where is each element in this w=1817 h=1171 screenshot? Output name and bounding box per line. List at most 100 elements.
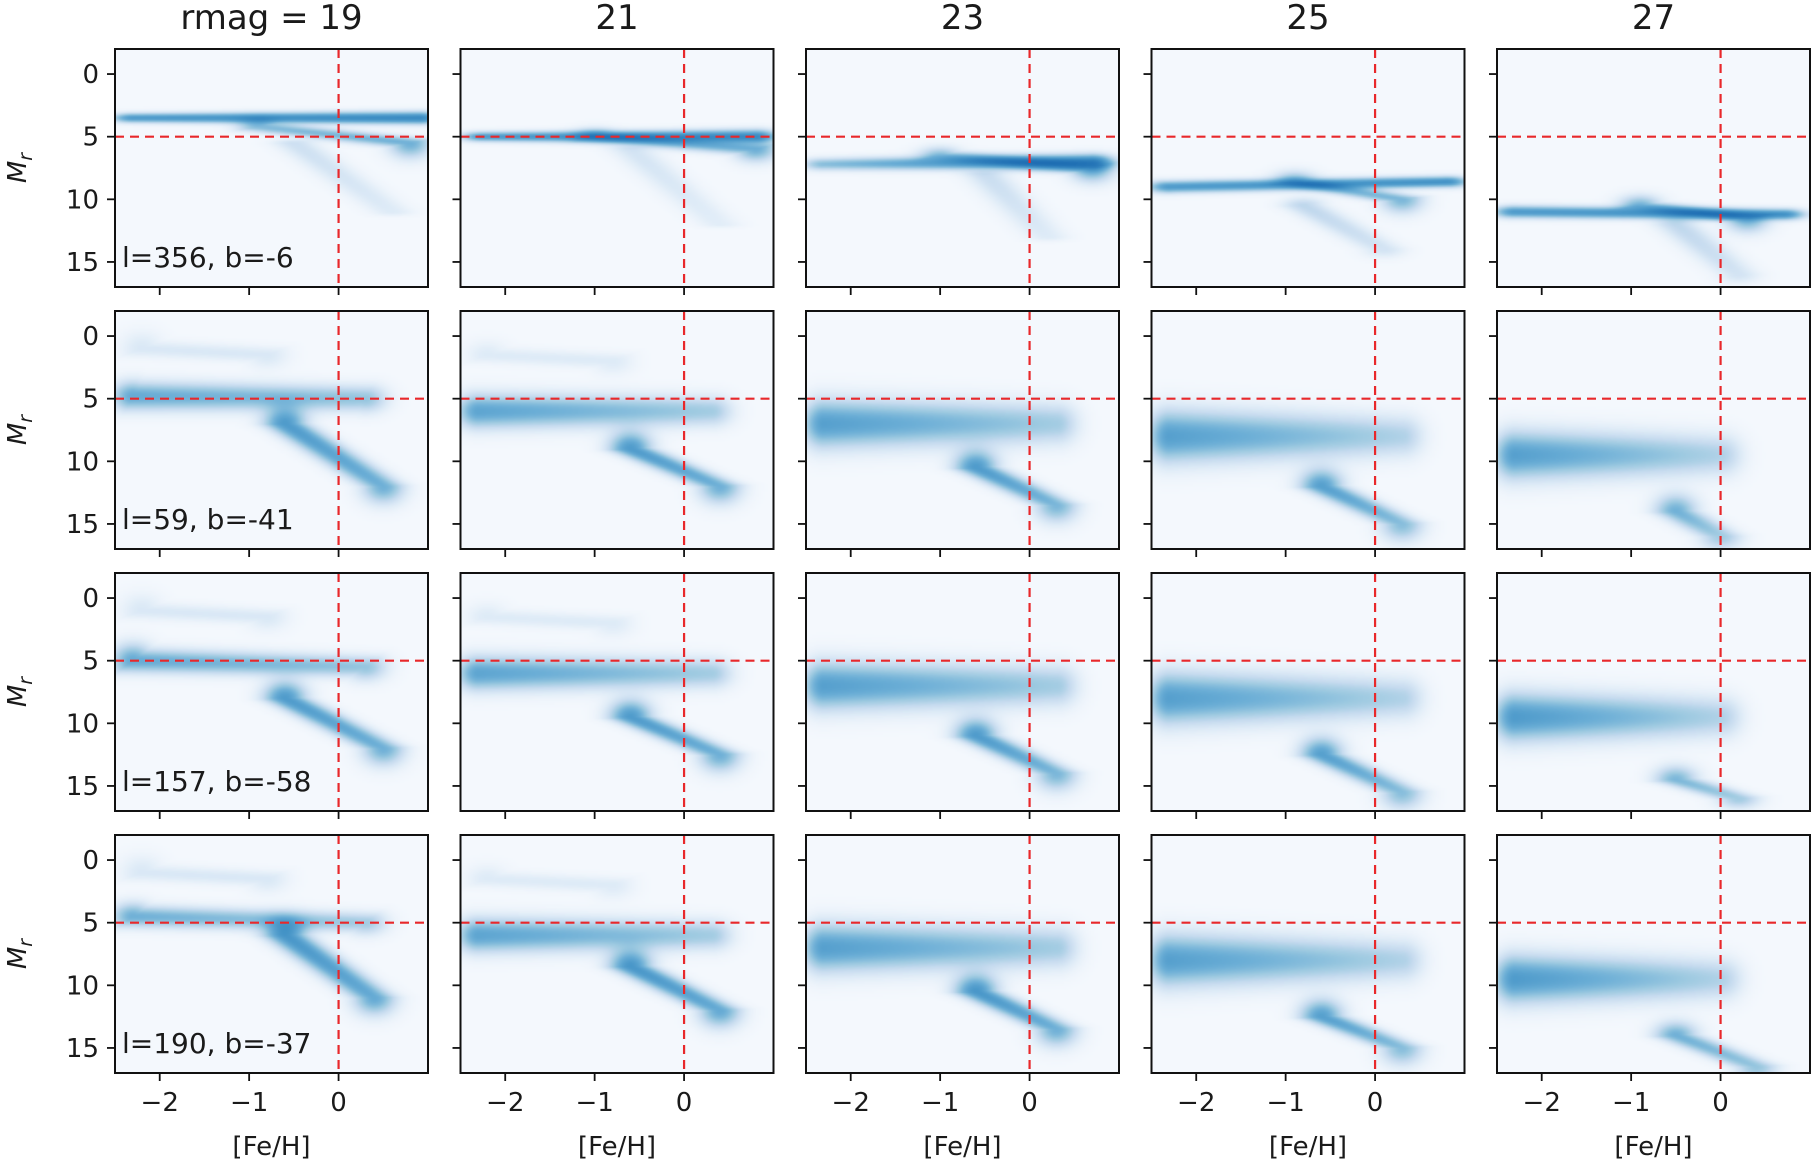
panel-frame <box>1496 310 1811 550</box>
y-tick-label: 5 <box>82 385 99 415</box>
panel-frame <box>114 834 429 1074</box>
panel-frame <box>1496 48 1811 288</box>
x-tick-label: −2 <box>141 1088 179 1118</box>
panel-r3-c0: 0 5 10 15 −2 −1 0 [Fe/H] l=190, b=-37 Mr <box>3 834 429 1162</box>
panel-frame <box>114 572 429 812</box>
panel-r2-c4 <box>1489 572 1811 819</box>
density-heatmap <box>806 573 1119 811</box>
panel-r1-c1 <box>452 310 775 557</box>
panel-r1-c4 <box>1489 310 1811 557</box>
panel-r0-c4: 27 <box>1489 0 1811 295</box>
panel-r0-c0: 0 5 10 15 rmag = 19 l=356, b=-6 Mr <box>3 0 429 295</box>
density-heatmap <box>806 311 1119 549</box>
column-title: 23 <box>941 0 984 38</box>
y-tick-label: 10 <box>66 971 99 1001</box>
density-heatmap <box>115 835 428 1073</box>
y-tick-label: 0 <box>82 846 99 876</box>
y-tick-label: 5 <box>82 909 99 939</box>
density-heatmap <box>1497 311 1810 549</box>
panel-r2-c0: 0 5 10 15 l=157, b=-58 Mr <box>3 572 429 819</box>
y-axis-label: Mr <box>3 152 37 183</box>
x-tick-label: 0 <box>1021 1088 1038 1118</box>
density-heatmap <box>115 311 428 549</box>
density-heatmap <box>1151 835 1465 1073</box>
column-title: rmag = 19 <box>180 0 362 38</box>
x-axis-label: [Fe/H] <box>923 1132 1001 1162</box>
panel-frame <box>459 834 775 1074</box>
panel-r1-c3 <box>1143 310 1466 557</box>
panel-r2-c1 <box>452 572 775 819</box>
panel-r2-c3 <box>1143 572 1466 819</box>
panel-r1-c2 <box>798 310 1120 557</box>
x-tick-label: 0 <box>330 1088 347 1118</box>
field-annotation: l=356, b=-6 <box>122 241 294 274</box>
density-heatmap <box>806 49 1119 287</box>
panel-frame <box>1496 834 1811 1074</box>
panel-frame <box>459 48 775 288</box>
field-annotation: l=59, b=-41 <box>122 503 294 536</box>
x-tick-label: 0 <box>676 1088 693 1118</box>
density-heatmap <box>806 835 1119 1073</box>
x-tick-label: −1 <box>575 1088 613 1118</box>
x-axis-label: [Fe/H] <box>1269 1132 1347 1162</box>
panel-r3-c1: −2 −1 0 [Fe/H] <box>452 834 775 1162</box>
y-tick-label: 10 <box>66 185 99 215</box>
panel-frame <box>114 48 429 288</box>
y-tick-label: 15 <box>66 248 99 278</box>
x-tick-label: −2 <box>832 1088 870 1118</box>
panel-r3-c3: −2 −1 0 [Fe/H] <box>1143 834 1466 1162</box>
y-tick-label: 0 <box>82 584 99 614</box>
density-heatmap <box>1497 49 1810 287</box>
y-axis-label: Mr <box>3 938 37 969</box>
panel-frame <box>114 310 429 550</box>
y-tick-label: 5 <box>82 647 99 677</box>
panel-frame <box>459 310 775 550</box>
panel-frame <box>1150 48 1466 288</box>
x-axis-label: [Fe/H] <box>578 1132 656 1162</box>
y-tick-label: 15 <box>66 1034 99 1064</box>
column-title: 21 <box>595 0 638 38</box>
panel-frame <box>805 310 1120 550</box>
panel-r3-c2: −2 −1 0 [Fe/H] <box>798 834 1120 1162</box>
density-heatmap <box>115 573 428 811</box>
density-heatmap <box>460 49 774 287</box>
panel-r0-c1: 21 <box>452 0 775 295</box>
y-tick-label: 10 <box>66 709 99 739</box>
field-annotation: l=157, b=-58 <box>122 765 311 798</box>
density-heatmap <box>1497 573 1810 811</box>
column-title: 27 <box>1632 0 1675 38</box>
x-tick-label: −2 <box>1523 1088 1561 1118</box>
x-tick-label: −1 <box>1266 1088 1304 1118</box>
y-tick-label: 15 <box>66 772 99 802</box>
x-tick-label: −2 <box>486 1088 524 1118</box>
x-tick-label: −1 <box>1612 1088 1650 1118</box>
x-tick-label: 0 <box>1712 1088 1729 1118</box>
y-tick-label: 5 <box>82 123 99 153</box>
x-tick-label: −1 <box>921 1088 959 1118</box>
y-axis-label: Mr <box>3 414 37 445</box>
column-title: 25 <box>1286 0 1329 38</box>
x-tick-label: 0 <box>1367 1088 1384 1118</box>
panel-r3-c4: −2 −1 0 [Fe/H] <box>1489 834 1811 1162</box>
y-axis-label: Mr <box>3 676 37 707</box>
density-heatmap <box>1497 835 1810 1073</box>
x-axis-label: [Fe/H] <box>1614 1132 1692 1162</box>
density-heatmap <box>1151 311 1465 549</box>
panel-frame <box>1150 310 1466 550</box>
panel-frame <box>1150 572 1466 812</box>
density-heatmap <box>115 49 428 287</box>
panel-r0-c3: 25 <box>1143 0 1466 295</box>
density-heatmap <box>1151 49 1465 287</box>
panel-r1-c0: 0 5 10 15 l=59, b=-41 Mr <box>3 310 429 557</box>
panel-r0-c2: 23 <box>798 0 1120 295</box>
panel-frame <box>805 572 1120 812</box>
density-heatmap <box>460 835 774 1073</box>
y-tick-label: 10 <box>66 447 99 477</box>
x-tick-label: −2 <box>1177 1088 1215 1118</box>
x-axis-label: [Fe/H] <box>232 1132 310 1162</box>
panel-r2-c2 <box>798 572 1120 819</box>
density-heatmap <box>1151 573 1465 811</box>
panel-frame <box>1496 572 1811 812</box>
y-tick-label: 15 <box>66 510 99 540</box>
